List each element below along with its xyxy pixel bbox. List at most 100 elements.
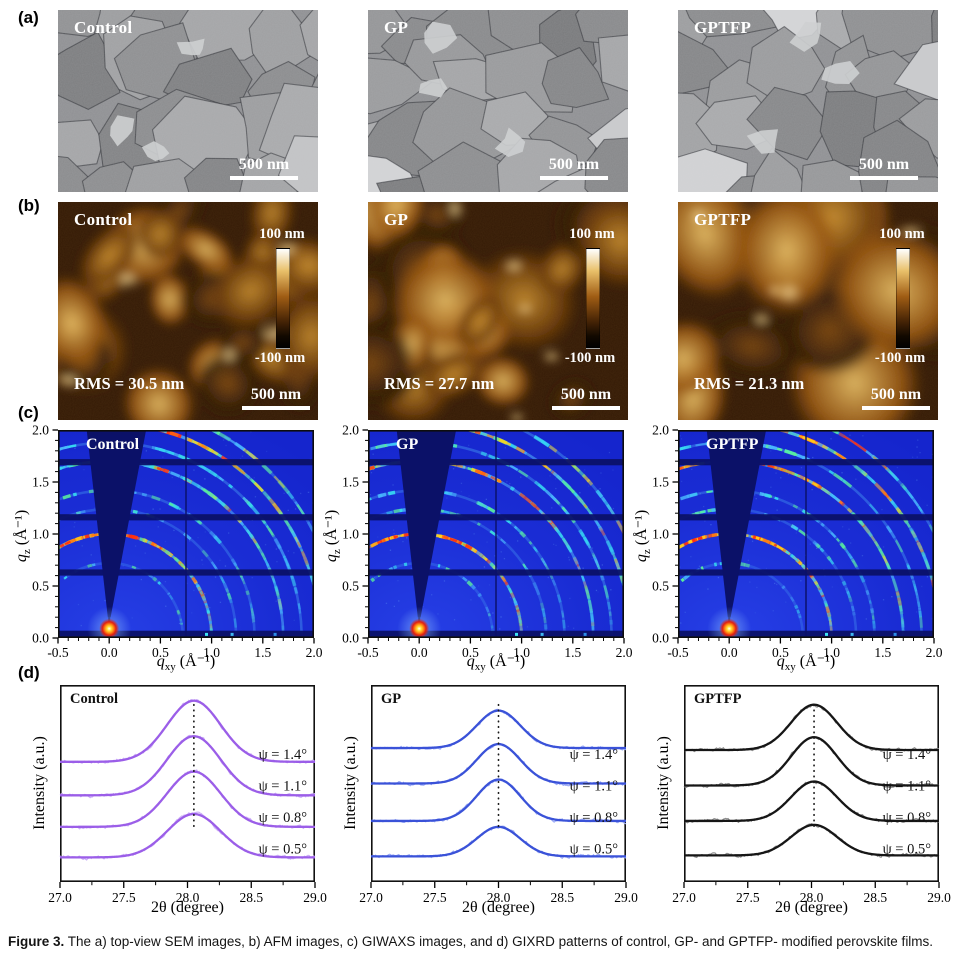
afm-image-control: Control 100 nm -100 nm RMS = 30.5 nm 500… — [58, 202, 318, 420]
gixrd-x-tick-label: 28.0 — [487, 890, 511, 905]
giwaxs-x-tick-label: 1.0 — [203, 645, 220, 660]
axis-unit: (Å⁻¹) — [13, 509, 30, 550]
giwaxs-detector-image: -0.5 0.0 0.5 1.0 1.5 2.00.00.51.01.52.0 — [342, 423, 633, 661]
axis-unit: (Å⁻¹) — [795, 653, 836, 670]
psi-angle-label: ψ = 1.1° — [259, 778, 308, 794]
psi-angle-label: ψ = 0.8° — [570, 810, 619, 826]
axis-sub: z — [331, 549, 344, 555]
giwaxs-x-tick-label: 0.0 — [101, 645, 118, 660]
sem-scalebar: 500 nm — [230, 156, 298, 180]
gixrd-x-tick-label: 29.0 — [614, 890, 638, 905]
axis-var: q — [776, 653, 785, 670]
gixrd-x-tick-label: 28.0 — [800, 890, 824, 905]
giwaxs-plot-gptfp: -0.5 0.0 0.5 1.0 1.5 2.0 0.0 0.5 1.0 1.5 2.0 GPTFP — [652, 423, 943, 661]
psi-angle-label: ψ = 0.5° — [570, 842, 619, 858]
afm-rms-value: RMS = 27.7 nm — [384, 374, 495, 393]
afm-rms-value: RMS = 21.3 nm — [694, 374, 805, 393]
afm-colorbar-max: 100 nm — [259, 226, 305, 242]
psi-angle-label: ψ = 1.1° — [570, 778, 619, 794]
gixrd-x-axis-title: 2θ (degree) — [775, 899, 848, 916]
gixrd-x-tick-label: 27.0 — [359, 890, 383, 905]
gixrd-x-tick-label: 28.5 — [239, 890, 263, 905]
panel-letter-b: (b) — [18, 196, 40, 215]
afm-scalebar-label: 500 nm — [250, 386, 302, 403]
axis-sub: xy — [474, 661, 486, 674]
gixrd-pattern: ψ = 1.4° ψ = 1.1° ψ = 0.8° ψ = 0.5° 27.0 27.5… — [359, 685, 638, 905]
giwaxs-x-axis-title: qxy (Å⁻¹) — [368, 651, 624, 674]
gixrd-x-tick-label: 27.0 — [48, 890, 72, 905]
figure-caption: Figure 3. The a) top-view SEM images, b)… — [8, 933, 960, 950]
giwaxs-x-tick-label: 1.5 — [564, 645, 581, 660]
gixrd-pattern: ψ = 1.4° ψ = 1.1° ψ = 0.8° ψ = 0.5° 27.0 27.5… — [672, 685, 951, 905]
giwaxs-y-tick-label: 0.0 — [652, 631, 669, 646]
gixrd-pattern: ψ = 1.4° ψ = 1.1° ψ = 0.8° ψ = 0.5° 27.0 27.5… — [48, 685, 327, 905]
sem-scalebar-label: 500 nm — [548, 156, 600, 173]
giwaxs-x-tick-label: 2.0 — [616, 645, 633, 660]
gixrd-panel-label: Control — [70, 691, 119, 707]
afm-scalebar-line — [862, 406, 930, 410]
sem-image-control: Control 500 nm — [58, 10, 318, 192]
afm-colorbar — [276, 248, 290, 349]
giwaxs-x-tick-label: 2.0 — [926, 645, 943, 660]
gixrd-x-tick-label: 27.5 — [423, 890, 447, 905]
gixrd-plot-gptfp: ψ = 1.4° ψ = 1.1° ψ = 0.8° ψ = 0.5° 27.0 27.5… — [672, 685, 951, 905]
giwaxs-x-tick-label: 0.0 — [411, 645, 428, 660]
sem-image-gp: GP 500 nm — [368, 10, 628, 192]
afm-topography — [58, 202, 318, 420]
gixrd-plot-control: ψ = 1.4° ψ = 1.1° ψ = 0.8° ψ = 0.5° 27.0 27.5… — [48, 685, 327, 905]
giwaxs-y-tick-label: 0.5 — [32, 579, 49, 594]
giwaxs-x-tick-label: 2.0 — [306, 645, 323, 660]
giwaxs-y-tick-label: 1.0 — [32, 527, 49, 542]
giwaxs-panel-label: Control — [86, 436, 140, 453]
giwaxs-panel-label: GPTFP — [706, 436, 759, 453]
afm-rms-value: RMS = 30.5 nm — [74, 374, 185, 393]
giwaxs-x-tick-label: -0.5 — [357, 645, 379, 660]
giwaxs-y-tick-label: 1.5 — [32, 475, 49, 490]
axis-var: q — [633, 554, 650, 563]
afm-colorbar-min: -100 nm — [874, 350, 926, 366]
axis-var: q — [13, 554, 30, 563]
giwaxs-x-tick-label: 1.0 — [823, 645, 840, 660]
sem-micrograph — [678, 10, 938, 192]
sem-scalebar: 500 nm — [850, 156, 918, 180]
sem-label: Control — [74, 18, 133, 37]
giwaxs-y-tick-label: 0.5 — [342, 579, 359, 594]
afm-colorbar — [896, 248, 910, 349]
psi-angle-label: ψ = 1.4° — [259, 747, 308, 763]
afm-label: GP — [384, 210, 409, 229]
sem-scalebar: 500 nm — [540, 156, 608, 180]
afm-colorbar-min: -100 nm — [254, 350, 306, 366]
sem-label: GPTFP — [694, 18, 752, 37]
gixrd-x-axis-title: 2θ (degree) — [151, 899, 224, 916]
giwaxs-y-tick-label: 1.5 — [342, 475, 359, 490]
giwaxs-x-tick-label: 0.5 — [462, 645, 479, 660]
giwaxs-x-tick-label: 1.5 — [254, 645, 271, 660]
afm-scalebar: 500 nm — [862, 386, 930, 410]
axis-unit: (Å⁻¹) — [175, 653, 216, 670]
afm-colorbar-max: 100 nm — [569, 226, 615, 242]
gixrd-x-tick-label: 27.5 — [112, 890, 136, 905]
gixrd-x-tick-label: 27.0 — [672, 890, 696, 905]
gixrd-panel-label: GP — [381, 691, 402, 707]
gixrd-panel-label: GPTFP — [694, 691, 742, 707]
panel-letter-d: (d) — [18, 663, 40, 682]
axis-sub: xy — [164, 661, 176, 674]
axis-sub: xy — [784, 661, 796, 674]
sem-label: GP — [384, 18, 409, 37]
giwaxs-x-tick-label: -0.5 — [47, 645, 69, 660]
sem-scalebar-line — [230, 176, 298, 180]
figure-caption-text: The a) top-view SEM images, b) AFM image… — [64, 934, 934, 949]
giwaxs-y-tick-label: 0.0 — [32, 631, 49, 646]
giwaxs-y-tick-label: 2.0 — [32, 423, 49, 438]
psi-angle-label: ψ = 0.8° — [883, 810, 932, 826]
giwaxs-x-tick-label: 1.5 — [874, 645, 891, 660]
giwaxs-x-tick-label: 1.0 — [513, 645, 530, 660]
axis-var: q — [156, 653, 165, 670]
afm-image-gptfp: GPTFP 100 nm -100 nm RMS = 21.3 nm 500 n… — [678, 202, 938, 420]
afm-colorbar — [586, 248, 600, 349]
giwaxs-y-tick-label: 2.0 — [652, 423, 669, 438]
axis-var: q — [323, 554, 340, 563]
gixrd-x-tick-label: 28.5 — [550, 890, 574, 905]
sem-scalebar-label: 500 nm — [238, 156, 290, 173]
